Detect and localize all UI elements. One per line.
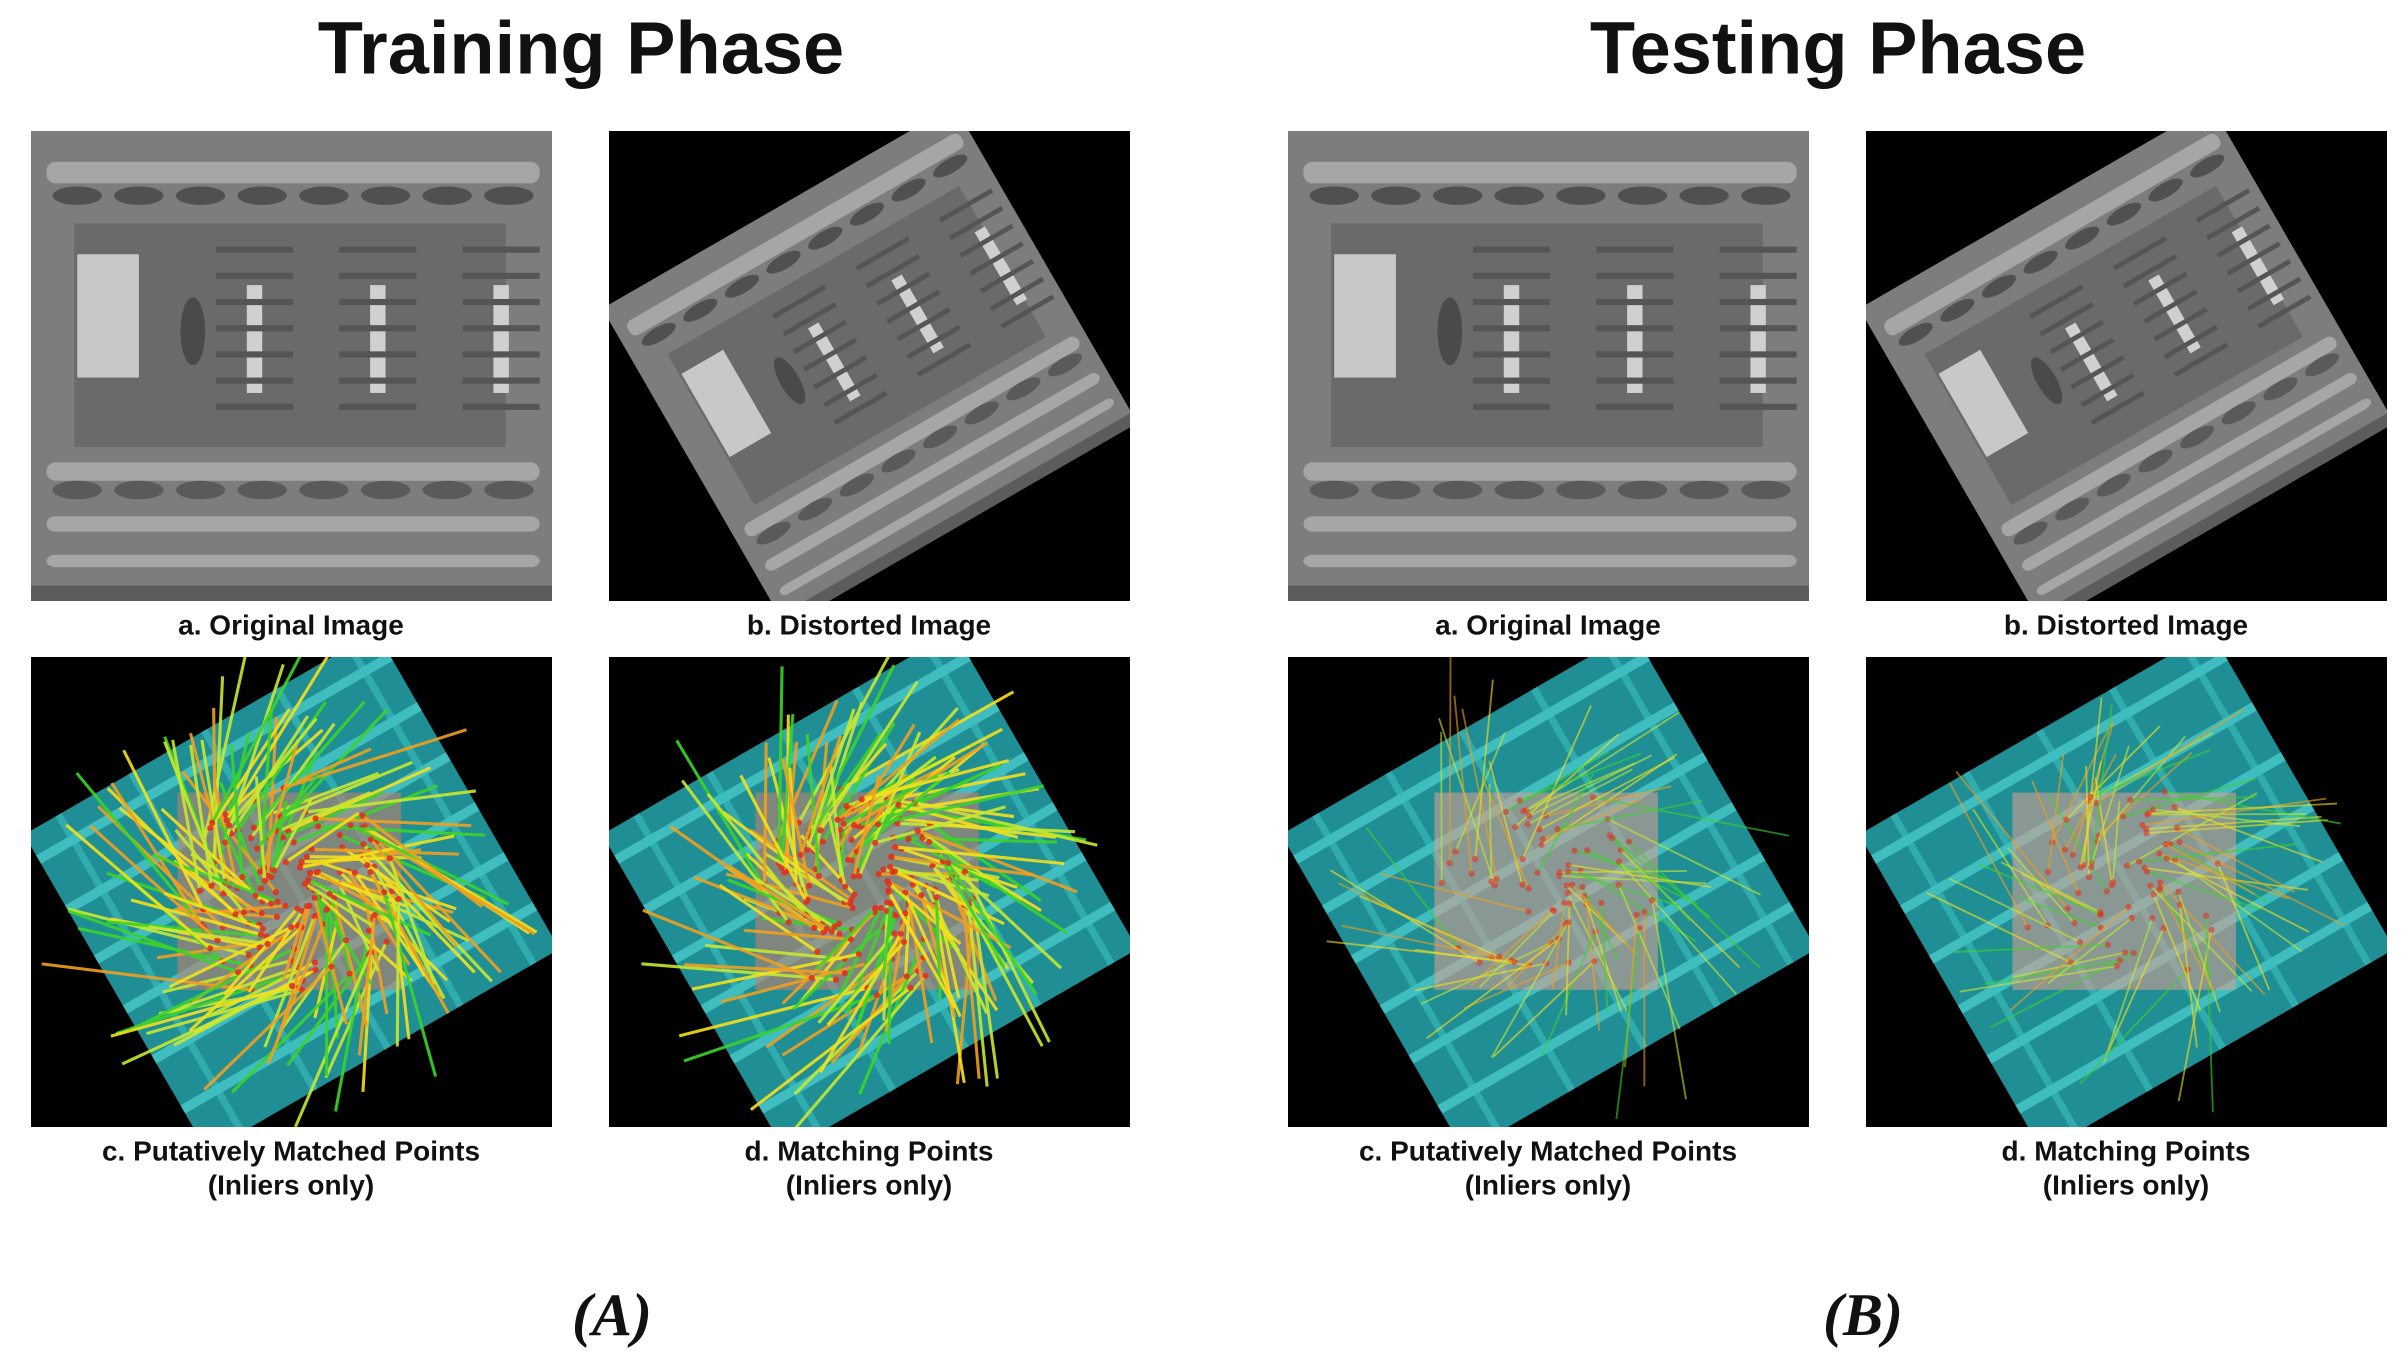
image-caption: d. Matching Points [2002, 1135, 2251, 1166]
image-caption: a. Original Image [1435, 609, 1661, 640]
image-caption: c. Putatively Matched Points [102, 1135, 480, 1166]
image [602, 105, 1137, 626]
image [31, 131, 552, 601]
panel-title: Training Phase [318, 7, 844, 90]
image-caption: b. Distorted Image [2004, 609, 2248, 640]
image-caption: b. Distorted Image [747, 609, 991, 640]
image-caption: d. Matching Points [745, 1135, 994, 1166]
panel-label: (B) [1823, 1282, 1903, 1348]
image [1859, 631, 2394, 1152]
image [1859, 105, 2394, 626]
image-caption: (Inliers only) [786, 1169, 952, 1200]
image-caption: c. Putatively Matched Points [1359, 1135, 1737, 1166]
image [602, 631, 1137, 1152]
panel-title: Testing Phase [1590, 7, 2086, 90]
image-caption: (Inliers only) [208, 1169, 374, 1200]
image [24, 631, 559, 1152]
image-caption: a. Original Image [178, 609, 404, 640]
image-caption: (Inliers only) [1465, 1169, 1631, 1200]
panel-label: (A) [572, 1282, 652, 1348]
image [1288, 131, 1809, 601]
image [1281, 631, 1816, 1152]
image-caption: (Inliers only) [2043, 1169, 2209, 1200]
